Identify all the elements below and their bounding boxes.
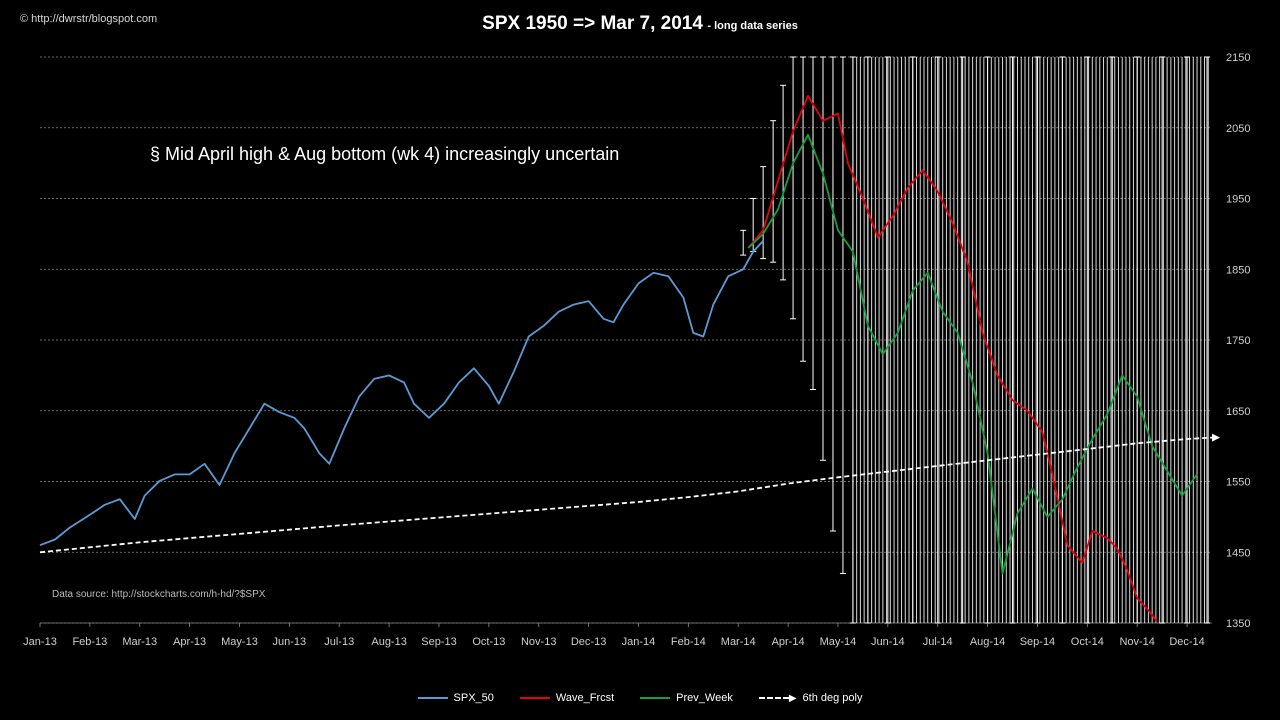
legend: SPX_50 Wave_Frcst Prev_Week ▶ 6th deg po… (0, 692, 1280, 704)
x-tick-label: May-14 (820, 636, 857, 648)
gridlines (40, 56, 1212, 624)
x-tick-label: Nov-14 (1119, 636, 1154, 648)
x-tick-label: Jan-14 (622, 636, 656, 648)
y-tick-label: 1450 (1226, 547, 1250, 559)
x-tick-label: Sep-13 (421, 636, 456, 648)
y-tick-label: 1650 (1226, 406, 1250, 418)
y-tick-label: 2150 (1226, 52, 1250, 64)
chart-annotation: § Mid April high & Aug bottom (wk 4) inc… (150, 144, 620, 164)
chart-subtitle: - long data series (707, 20, 798, 32)
series-line-spx-50 (39, 240, 764, 547)
legend-label-poly: 6th deg poly (802, 692, 863, 704)
series-line-prev-week (747, 133, 1198, 575)
x-tick-label: Oct-14 (1071, 636, 1104, 648)
x-tick-label: May-13 (221, 636, 258, 648)
x-tick-label: Feb-13 (72, 636, 107, 648)
x-tick-label: Aug-13 (371, 636, 406, 648)
x-tick-label: Jul-13 (324, 636, 354, 648)
x-tick-label: Apr-13 (173, 636, 206, 648)
legend-item-prev: Prev_Week (640, 692, 733, 704)
data-source-note: Data source: http://stockcharts.com/h-hd… (52, 589, 266, 600)
legend-item-spx: SPX_50 (417, 692, 494, 704)
x-tick-label: Jan-13 (23, 636, 57, 648)
copyright-text: © http://dwrstr/blogspot.com (20, 13, 158, 25)
legend-swatch-poly (758, 697, 789, 699)
legend-item-wave: Wave_Frcst (519, 692, 615, 704)
x-tick-label: Nov-13 (521, 636, 556, 648)
legend-item-poly: ▶ 6th deg poly (758, 692, 863, 704)
y-tick-label: 1750 (1226, 335, 1250, 347)
x-tick-label: Jun-13 (273, 636, 307, 648)
x-tick-label: Jun-14 (871, 636, 905, 648)
x-tick-label: Dec-14 (1169, 636, 1204, 648)
x-tick-label: Feb-14 (671, 636, 706, 648)
legend-label-prev: Prev_Week (676, 692, 733, 704)
arrow-right-icon: ▶ (788, 692, 797, 704)
x-tick-label: Apr-14 (772, 636, 805, 648)
series-lines (39, 95, 1220, 623)
y-tick-label: 2050 (1226, 123, 1250, 135)
series-line-wave-frcst (747, 95, 1158, 623)
x-tick-label: Sep-14 (1020, 636, 1055, 648)
x-tick-label: Dec-13 (571, 636, 606, 648)
y-tick-label: 1550 (1226, 477, 1250, 489)
x-tick-label: Mar-13 (122, 636, 157, 648)
legend-label-wave: Wave_Frcst (555, 692, 615, 704)
x-tick-label: Oct-13 (472, 636, 505, 648)
x-tick-label: Mar-14 (721, 636, 756, 648)
legend-swatch-wave (519, 697, 550, 699)
legend-swatch-prev (640, 697, 671, 699)
trend-arrowhead (1212, 433, 1220, 442)
y-tick-label: 1350 (1226, 618, 1250, 630)
chart-title-wrap: SPX 1950 => Mar 7, 2014 - long data seri… (0, 13, 1280, 35)
y-tick-label: 1950 (1226, 194, 1250, 206)
x-tick-label: Aug-14 (970, 636, 1005, 648)
legend-swatch-spx (417, 697, 448, 699)
x-tick-label: Jul-14 (923, 636, 953, 648)
x-axis-ticks: Jan-13 Feb-13 Mar-13 Apr-13 May-13 Jun-13 Jul-… (23, 623, 1205, 648)
series-line-6th-deg-poly (39, 436, 1213, 554)
y-tick-label: 1850 (1226, 264, 1250, 276)
chart-title: SPX 1950 => Mar 7, 2014 (482, 13, 703, 34)
error-bars (740, 56, 1211, 624)
legend-label-spx: SPX_50 (453, 692, 494, 704)
y-axis-ticks: 2150 2050 1950 1850 1750 1650 1550 1450 1350 (1226, 52, 1250, 630)
